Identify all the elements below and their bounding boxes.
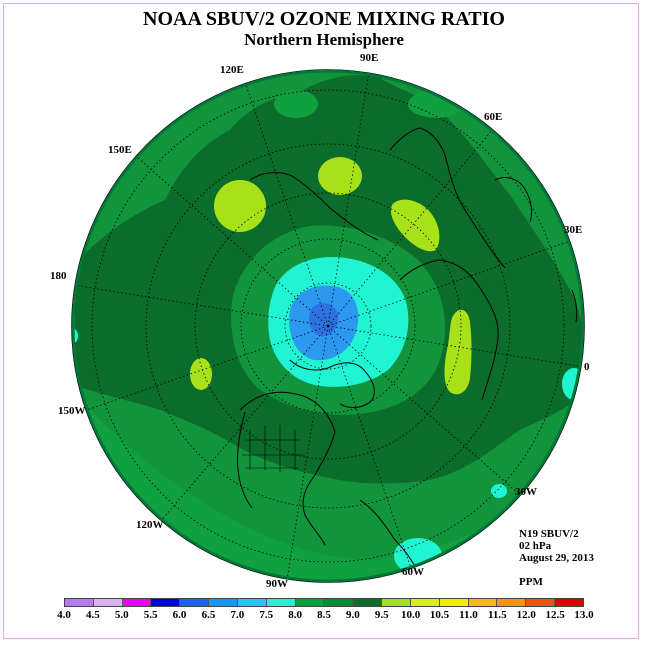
meridian-30e — [327, 239, 574, 327]
legend-tick-label: 4.5 — [86, 609, 100, 621]
legend-swatch — [122, 599, 152, 606]
lon-label-150e: 150E — [108, 144, 132, 156]
legend-tick-label: 13.0 — [574, 609, 594, 621]
legend-tick-label: 6.5 — [201, 609, 216, 621]
lon-label-120e: 120E — [220, 64, 244, 76]
lon-label-60w: 60W — [402, 566, 424, 578]
latitude-circle — [145, 143, 511, 509]
pressure-label: 02 hPa — [519, 540, 552, 552]
latitude-circle — [194, 192, 462, 460]
legend-tick-label: 12.5 — [545, 609, 565, 621]
legend-tick-label: 6.0 — [172, 609, 187, 621]
meridian-120w — [159, 325, 329, 523]
legend-tick-label: 12.0 — [516, 609, 536, 621]
legend-swatch — [555, 599, 583, 606]
lime-patch — [444, 309, 472, 395]
legend-swatch — [209, 599, 238, 606]
map-title: NOAA SBUV/2 OZONE MIXING RATIO — [143, 8, 505, 30]
coastlines — [237, 127, 578, 573]
latitude-circle — [240, 238, 416, 414]
legend-swatch — [410, 599, 440, 606]
lon-label-90w: 90W — [266, 578, 288, 590]
coastline-asia — [389, 127, 506, 269]
lon-label-0: 0 — [584, 361, 590, 373]
legend-swatch — [468, 599, 498, 606]
meridian-60w — [327, 325, 415, 578]
coastline-siberia — [249, 172, 379, 241]
cyan-patch — [491, 484, 507, 498]
legend-swatch — [295, 599, 325, 606]
legend-swatch — [526, 599, 556, 606]
map-subtitle: Northern Hemisphere — [244, 30, 404, 49]
legend-tick-label: 8.0 — [288, 609, 302, 621]
legend-swatch — [237, 599, 267, 606]
us-state-borders — [242, 425, 305, 472]
meridian-90e — [327, 71, 370, 327]
meridian-150e — [136, 156, 329, 327]
legend-swatch — [151, 599, 181, 606]
globe-outline-thin — [71, 69, 585, 583]
meridian-150w — [83, 325, 329, 412]
color-legend-bar — [64, 598, 584, 607]
legend-tick-label: 9.5 — [374, 609, 389, 621]
graticule — [73, 71, 583, 581]
legend-tick-label: 7.0 — [230, 609, 245, 621]
legend-tick-label: 5.0 — [114, 609, 129, 621]
legend-swatch — [324, 599, 354, 606]
meridian-120e — [242, 75, 329, 327]
lon-label-90e: 90E — [360, 52, 378, 64]
units-label: PPM — [519, 576, 543, 588]
coastline-africa — [571, 289, 578, 323]
latitude-circle — [91, 89, 565, 563]
legend-tick-label: 11.5 — [488, 609, 507, 621]
polar-blue-center — [309, 303, 339, 337]
legend-swatch — [180, 599, 210, 606]
legend-swatch — [382, 599, 411, 606]
lime-patch — [214, 180, 266, 232]
legend-tick-label: 5.5 — [143, 609, 158, 621]
lon-label-30e: 30E — [564, 224, 582, 236]
legend-tick-label: 9.0 — [346, 609, 360, 621]
meridian-180 — [73, 284, 329, 327]
legend-swatch — [439, 599, 469, 606]
legend-swatch — [353, 599, 383, 606]
legend-swatch — [65, 599, 94, 606]
ozone-field — [73, 71, 583, 581]
legend-tick-label: 7.5 — [259, 609, 274, 621]
lon-label-30w: 30W — [515, 486, 537, 498]
legend-tick-label: 11.0 — [459, 609, 478, 621]
image-frame — [3, 3, 639, 639]
color-legend-labels: 4.0 4.5 5.0 5.5 6.0 6.5 7.0 7.5 8.0 8.5 9.0 9.5 10.0… — [57, 609, 594, 623]
legend-tick-label: 10.5 — [429, 609, 450, 621]
legend-swatch — [497, 599, 527, 606]
longitude-labels: 90E 60E 30E 0 30W 60W 90W 120W 150W 180 … — [50, 52, 590, 590]
legend-swatch — [266, 599, 296, 606]
cyan-patch — [73, 328, 78, 344]
globe-outline — [71, 69, 585, 583]
coastline-west-coast — [237, 411, 253, 509]
satellite-label: N19 SBUV/2 — [519, 528, 579, 540]
meridian-60e — [327, 127, 495, 327]
legend-swatch — [93, 599, 123, 606]
lon-label-120w: 120W — [136, 519, 164, 531]
lon-label-150w: 150W — [58, 405, 86, 417]
lon-label-180: 180 — [50, 270, 67, 282]
field-light-band — [274, 90, 318, 118]
coastline-greenland — [289, 359, 375, 408]
coastline-south-america — [359, 499, 419, 573]
lime-patch — [318, 157, 362, 195]
legend-tick-label: 8.5 — [317, 609, 331, 621]
lon-label-60e: 60E — [484, 111, 502, 123]
latitude-circle — [284, 282, 372, 370]
coastline-north-america — [239, 391, 336, 546]
meridian-90w — [286, 325, 329, 581]
lime-patch — [190, 358, 212, 390]
coastline-europe — [399, 259, 499, 401]
meridian-0 — [327, 325, 583, 368]
coastline-china — [494, 177, 533, 223]
legend-tick-label: 4.0 — [57, 609, 71, 621]
legend-tick-label: 10.0 — [401, 609, 421, 621]
date-label: August 29, 2013 — [519, 552, 594, 564]
